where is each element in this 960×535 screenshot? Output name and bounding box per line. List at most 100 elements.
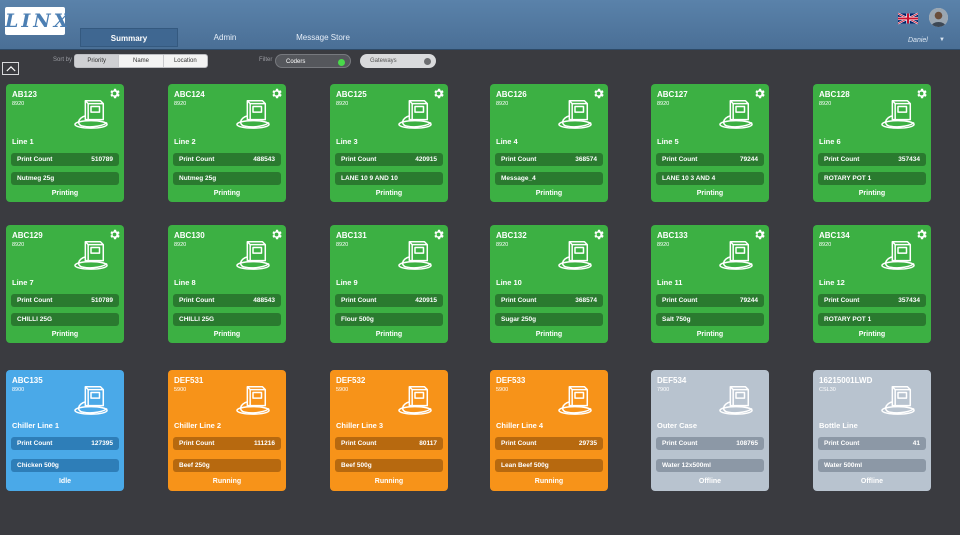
gear-icon[interactable]: [108, 228, 121, 241]
printer-tile-def531[interactable]: DEF531 5900 Chiller Line 2 Print Count 1…: [168, 370, 286, 491]
print-count-value: 420915: [415, 297, 437, 304]
current-message: Water 12x500ml: [656, 459, 764, 472]
printer-icon: [236, 241, 270, 270]
tab-message-store[interactable]: Message Store: [296, 33, 350, 42]
printer-tile-abc128[interactable]: ABC128 8920 Line 6 Print Count 357434 RO…: [813, 84, 931, 202]
print-count-bar: Print Count 357434: [818, 153, 926, 166]
printer-tile-def534[interactable]: DEF534 7900 Outer Case Print Count 10876…: [651, 370, 769, 491]
printer-status: Printing: [858, 190, 886, 197]
gear-icon[interactable]: [270, 87, 283, 100]
gear-icon[interactable]: [270, 228, 283, 241]
printer-status: Printing: [858, 331, 886, 338]
printer-model: 8920: [12, 242, 25, 248]
printer-status: Printing: [696, 331, 724, 338]
printer-line: Chiller Line 2: [174, 421, 222, 430]
gateways-filter-toggle[interactable]: Gateways: [360, 54, 436, 68]
user-menu-caret-icon[interactable]: ▼: [939, 37, 945, 43]
gear-icon[interactable]: [432, 87, 445, 100]
print-count-value: 368574: [575, 297, 597, 304]
printer-tile-abc135[interactable]: ABC135 8900 Chiller Line 1 Print Count 1…: [6, 370, 124, 491]
gear-icon[interactable]: [753, 87, 766, 100]
current-message: Nutmeg 25g: [173, 172, 281, 185]
printer-icon: [558, 100, 592, 129]
printer-tile-abc131[interactable]: ABC131 8920 Line 9 Print Count 420915 Fl…: [330, 225, 448, 343]
print-count-value: 368574: [575, 156, 597, 163]
printer-id: AB123: [12, 90, 37, 99]
user-avatar[interactable]: [929, 8, 948, 27]
print-count-label: Print Count: [824, 156, 860, 163]
current-message: LANE 10 3 AND 4: [656, 172, 764, 185]
tab-summary[interactable]: Summary: [80, 28, 178, 47]
printer-line: Line 1: [12, 137, 34, 146]
sort-location-option[interactable]: Location: [173, 58, 197, 64]
sort-priority-option[interactable]: Priority: [75, 55, 120, 67]
printer-model: 8920: [496, 101, 509, 107]
printer-tile-abc125[interactable]: ABC125 8920 Line 3 Print Count 420915 LA…: [330, 84, 448, 202]
printer-id: ABC134: [819, 231, 850, 240]
printer-tile-abc127[interactable]: ABC127 8920 Line 5 Print Count 79244 LAN…: [651, 84, 769, 202]
current-message: ROTARY POT 1: [818, 313, 926, 326]
print-count-bar: Print Count 111216: [173, 437, 281, 450]
sort-name-option[interactable]: Name: [119, 55, 164, 67]
print-count-label: Print Count: [17, 297, 53, 304]
printer-model: CSL30: [819, 387, 836, 393]
print-count-bar: Print Count 127395: [11, 437, 119, 450]
filter-label: Filter: [259, 57, 273, 63]
print-count-value: 357434: [898, 297, 920, 304]
current-message: Nutmeg 25g: [11, 172, 119, 185]
printer-tile-abc130[interactable]: ABC130 8920 Line 8 Print Count 488543 CH…: [168, 225, 286, 343]
current-message: LANE 10 9 AND 10: [335, 172, 443, 185]
user-name[interactable]: Daniel: [908, 37, 928, 44]
printer-status: Printing: [375, 331, 403, 338]
printer-line: Line 7: [12, 278, 34, 287]
printer-line: Line 10: [496, 278, 522, 287]
printer-line: Line 4: [496, 137, 518, 146]
printer-id: ABC135: [12, 376, 43, 385]
print-count-value: 108765: [736, 440, 758, 447]
printer-tile-abc126[interactable]: ABC126 8920 Line 4 Print Count 368574 Me…: [490, 84, 608, 202]
print-count-bar: Print Count 79244: [656, 153, 764, 166]
gear-icon[interactable]: [753, 228, 766, 241]
gear-icon[interactable]: [915, 87, 928, 100]
gear-icon[interactable]: [108, 87, 121, 100]
printer-model: 5900: [336, 387, 349, 393]
gear-icon[interactable]: [915, 228, 928, 241]
printer-tile-ab123[interactable]: AB123 8920 Line 1 Print Count 510789 Nut…: [6, 84, 124, 202]
printer-icon: [74, 100, 108, 129]
printer-model: 8920: [336, 242, 349, 248]
printer-tile-16215001lwd[interactable]: 16215001LWD CSL30 Bottle Line Print Coun…: [813, 370, 931, 491]
printer-icon: [881, 386, 915, 415]
print-count-label: Print Count: [662, 297, 698, 304]
print-count-label: Print Count: [341, 156, 377, 163]
printer-status: Offline: [860, 478, 884, 485]
printer-tile-abc129[interactable]: ABC129 8920 Line 7 Print Count 510789 CH…: [6, 225, 124, 343]
current-message: Chicken 500g: [11, 459, 119, 472]
collapse-button[interactable]: [2, 62, 19, 75]
printer-status: Printing: [51, 331, 79, 338]
printer-status: Running: [374, 478, 404, 485]
print-count-bar: Print Count 420915: [335, 294, 443, 307]
printer-tile-abc132[interactable]: ABC132 8920 Line 10 Print Count 368574 S…: [490, 225, 608, 343]
printer-id: ABC124: [174, 90, 205, 99]
tab-admin[interactable]: Admin: [213, 33, 237, 42]
print-count-bar: Print Count 510789: [11, 153, 119, 166]
print-count-value: 127395: [91, 440, 113, 447]
printer-status: Idle: [58, 478, 72, 485]
printer-id: ABC126: [496, 90, 527, 99]
printer-tile-def532[interactable]: DEF532 5900 Chiller Line 3 Print Count 8…: [330, 370, 448, 491]
printer-tile-abc133[interactable]: ABC133 8920 Line 11 Print Count 79244 Sa…: [651, 225, 769, 343]
gear-icon[interactable]: [592, 228, 605, 241]
coders-filter-toggle[interactable]: Coders: [275, 54, 351, 68]
print-count-bar: Print Count 80117: [335, 437, 443, 450]
printer-tile-abc124[interactable]: ABC124 8920 Line 2 Print Count 488543 Nu…: [168, 84, 286, 202]
printer-tile-def533[interactable]: DEF533 5900 Chiller Line 4 Print Count 2…: [490, 370, 608, 491]
uk-flag-icon[interactable]: [898, 12, 918, 25]
gear-icon[interactable]: [432, 228, 445, 241]
printer-tile-abc134[interactable]: ABC134 8920 Line 12 Print Count 357434 R…: [813, 225, 931, 343]
print-count-label: Print Count: [501, 440, 537, 447]
printer-model: 8920: [819, 101, 832, 107]
print-count-label: Print Count: [341, 297, 377, 304]
print-count-label: Print Count: [501, 156, 537, 163]
gear-icon[interactable]: [592, 87, 605, 100]
printer-icon: [558, 241, 592, 270]
